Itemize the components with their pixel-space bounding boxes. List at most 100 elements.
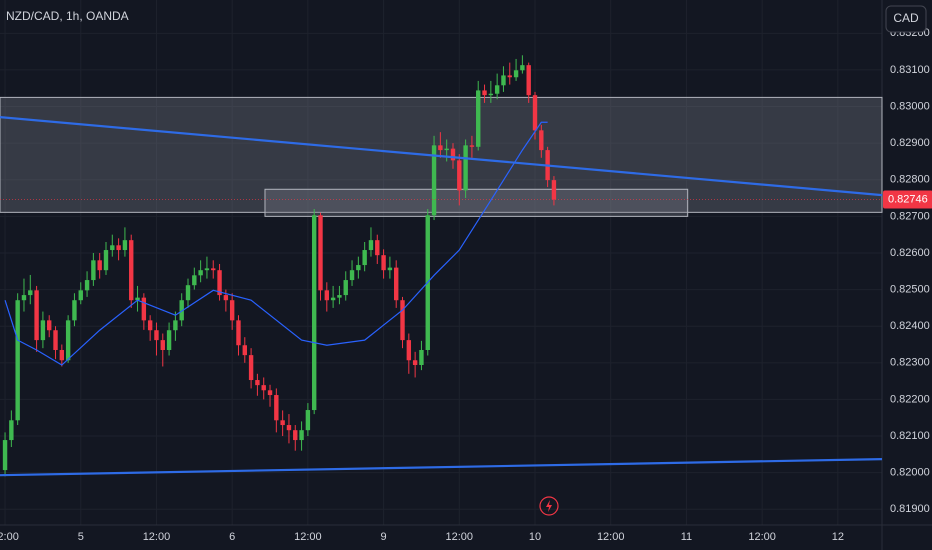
y-tick-label: 0.82600	[890, 247, 930, 259]
candle-body	[242, 345, 247, 356]
candle-body	[406, 340, 412, 361]
candle-body	[147, 320, 153, 331]
candle-body	[129, 240, 134, 301]
candle-body	[337, 295, 342, 298]
candle-body	[78, 290, 83, 301]
candle-body	[513, 70, 519, 78]
candle-body	[286, 425, 292, 431]
candle-body	[311, 215, 317, 411]
x-tick-label: 6	[229, 531, 235, 543]
candle-body	[368, 240, 374, 251]
candle-body	[173, 320, 178, 331]
candle-body	[457, 160, 462, 191]
x-tick-label: 9	[381, 531, 387, 543]
candle-body	[255, 380, 260, 386]
candle-body	[438, 145, 443, 151]
candle-body	[343, 280, 348, 296]
candle-body	[154, 330, 159, 341]
candle-body	[375, 240, 380, 256]
x-tick-label: 5	[78, 531, 84, 543]
candle-body	[103, 250, 109, 271]
y-tick-label: 0.82400	[890, 320, 930, 332]
candle-body	[501, 75, 506, 86]
candle-body	[394, 267, 399, 301]
y-tick-label: 0.82700	[890, 210, 930, 222]
moving-average	[4, 121, 548, 366]
y-tick-label: 0.82500	[890, 283, 930, 295]
trendline	[0, 116, 883, 197]
x-tick-label: 12:00	[446, 531, 474, 543]
candle-body	[551, 180, 557, 200]
candle-body	[431, 145, 437, 216]
candle-body	[217, 270, 222, 296]
x-tick-label: 12:00	[597, 531, 625, 543]
x-tick-label: 11	[681, 531, 692, 543]
candle-body	[469, 145, 475, 147]
y-tick-label: 0.81900	[890, 503, 930, 515]
candle-body	[236, 320, 241, 346]
candle-body	[324, 290, 330, 301]
candle-body	[34, 290, 39, 341]
candle-body	[444, 148, 449, 151]
candle-body	[21, 295, 27, 301]
y-tick-label: 0.82100	[890, 430, 930, 442]
candle-body	[419, 350, 424, 366]
currency-button[interactable]	[885, 5, 927, 33]
candle-body	[412, 360, 418, 366]
candle-body	[122, 240, 128, 251]
candle-body	[488, 93, 494, 96]
candle-body	[72, 300, 77, 321]
candle-body	[141, 297, 147, 321]
y-tick-label: 0.82900	[890, 137, 930, 149]
y-tick-label: 0.83100	[890, 64, 930, 76]
candle-body	[179, 300, 184, 321]
candle-body	[482, 90, 487, 96]
candle-body	[450, 148, 456, 161]
candle-body	[91, 260, 96, 281]
candle-body	[2, 440, 8, 471]
candle-body	[28, 290, 33, 296]
candle-body	[463, 145, 468, 191]
currency-button-label[interactable]: CAD	[893, 11, 919, 25]
zone	[0, 96, 883, 213]
candle-body	[267, 390, 273, 396]
candle-body	[97, 260, 102, 271]
trendline	[0, 458, 883, 477]
x-tick-label: 12	[832, 531, 844, 543]
candle-body	[59, 350, 65, 361]
candle-body	[65, 320, 71, 361]
x-tick-label: 12:00	[294, 531, 322, 543]
candle-body	[204, 268, 210, 271]
y-tick-label: 0.82800	[890, 174, 930, 186]
y-tick-label: 0.82300	[890, 357, 930, 369]
x-tick-label: 10	[529, 531, 541, 543]
candle-body	[229, 300, 235, 321]
last-price-label: 0.82746	[888, 193, 928, 205]
y-tick-label: 0.82200	[890, 393, 930, 405]
candle-body	[9, 420, 14, 441]
candle-body	[40, 320, 46, 341]
chart-title: NZD/CAD, 1h, OANDA	[6, 9, 129, 23]
lightning-icon[interactable]	[539, 496, 559, 516]
candle-body	[539, 130, 544, 151]
candle-body	[47, 320, 52, 331]
candle-body	[274, 395, 279, 421]
candle-body	[135, 297, 140, 301]
candle-body	[526, 65, 531, 96]
candle-body	[330, 297, 336, 301]
candle-body	[53, 330, 58, 350]
candle-body	[494, 85, 500, 94]
candle-body	[318, 215, 323, 291]
candle-body	[248, 355, 254, 381]
candle-body	[261, 385, 266, 391]
candle-body	[381, 255, 386, 271]
candle-body	[192, 275, 197, 286]
x-tick-label: 12:00	[143, 531, 171, 543]
candle-body	[299, 430, 304, 441]
candle-body	[356, 265, 361, 271]
candle-body	[280, 420, 285, 426]
candle-body	[400, 300, 405, 341]
